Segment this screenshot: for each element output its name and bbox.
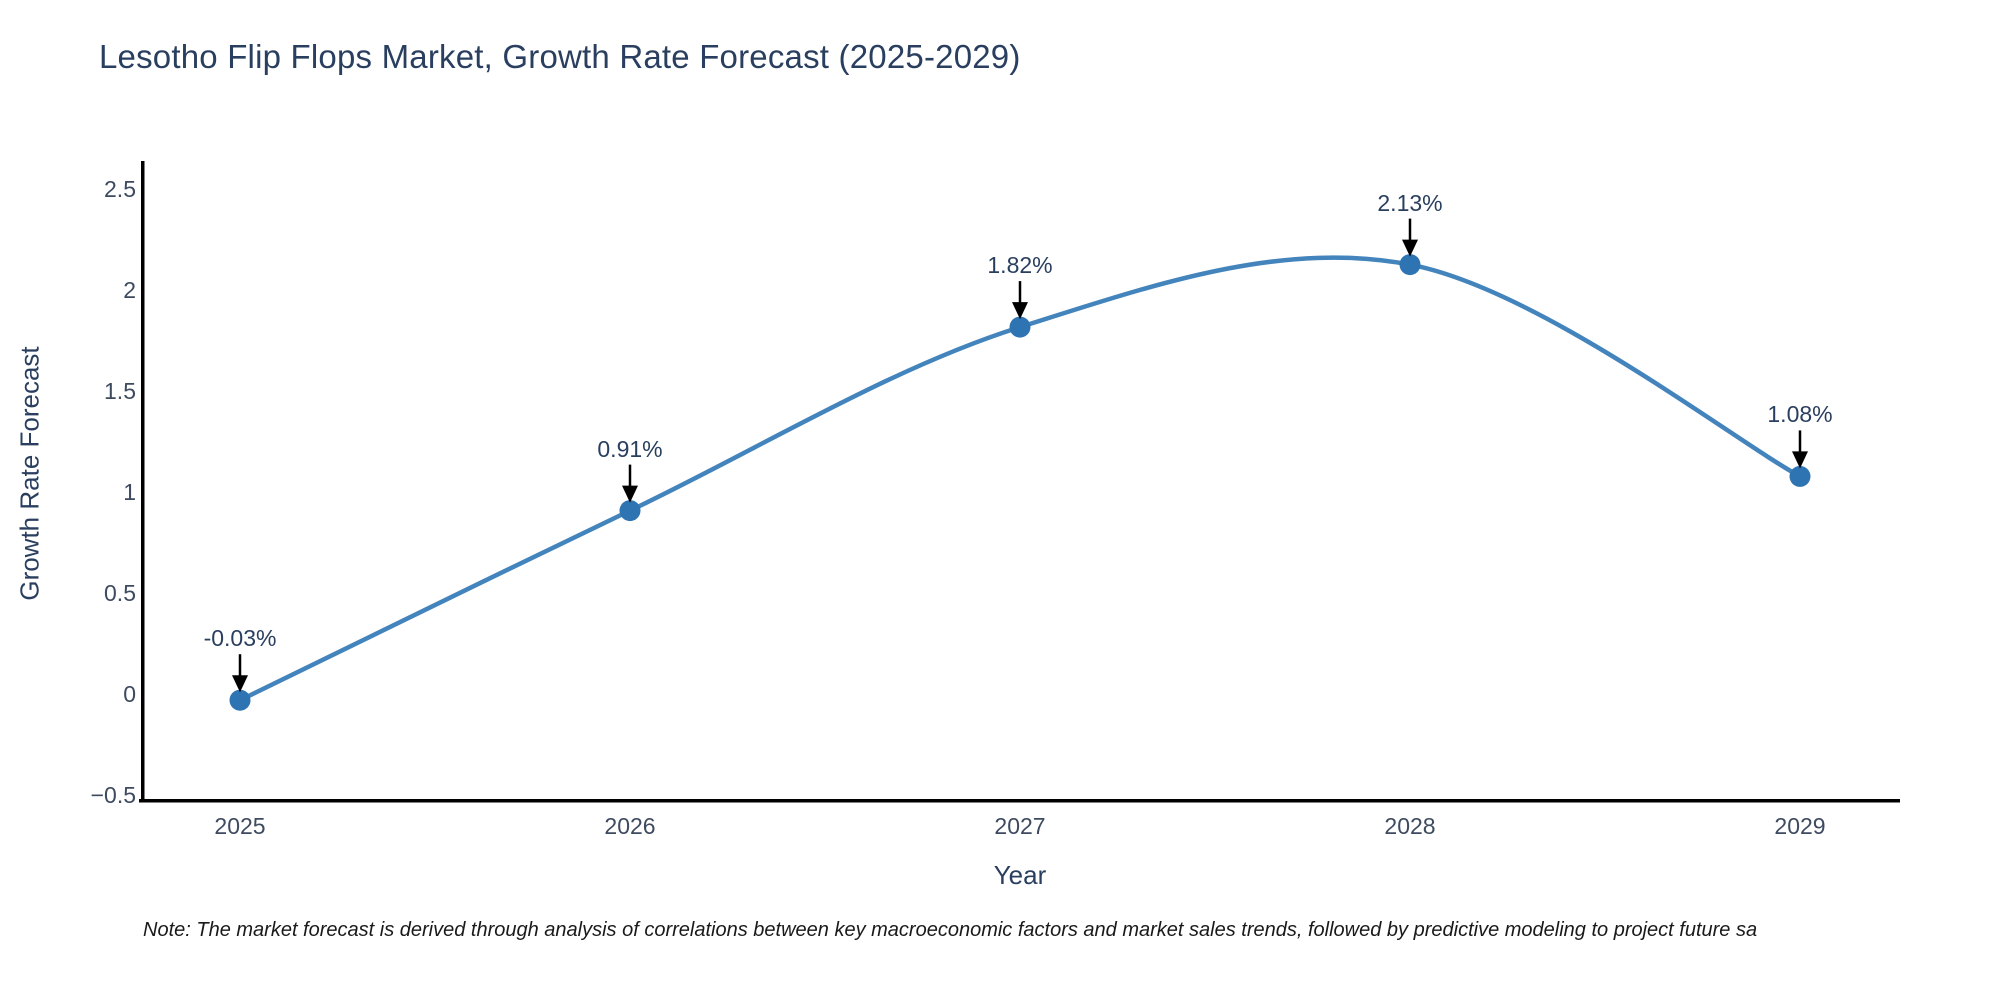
chart-title: Lesotho Flip Flops Market, Growth Rate F…	[99, 38, 1021, 75]
data-point-2025	[229, 689, 251, 711]
point-value-label: 0.91%	[597, 436, 663, 462]
y-tick-label: 0	[123, 681, 136, 707]
y-tick-label: −0.5	[90, 782, 136, 808]
data-point-2026	[619, 500, 641, 522]
annotation-arrowhead-icon	[232, 675, 248, 693]
point-value-label: -0.03%	[203, 625, 277, 651]
y-tick-label: 2.5	[104, 176, 136, 202]
x-tick-label: 2027	[994, 813, 1046, 839]
x-tick-label: 2026	[604, 813, 656, 839]
point-value-label: 1.08%	[1767, 401, 1833, 427]
y-axis-line	[141, 161, 145, 802]
data-point-2029	[1789, 465, 1811, 487]
point-value-label: 1.82%	[987, 252, 1053, 278]
annotation-arrowhead-icon	[1012, 302, 1028, 320]
y-tick-label: 1.5	[104, 378, 136, 404]
footnote: Note: The market forecast is derived thr…	[143, 919, 1758, 941]
annotation-arrowhead-icon	[1402, 239, 1418, 257]
y-tick-label: 2	[123, 277, 136, 303]
y-tick-label: 0.5	[104, 580, 136, 606]
annotation-arrowhead-icon	[622, 485, 638, 503]
annotation-arrowhead-icon	[1792, 451, 1808, 469]
x-axis-title: Year	[993, 860, 1047, 890]
data-point-2028	[1399, 254, 1421, 276]
x-tick-label: 2025	[214, 813, 266, 839]
x-tick-label: 2028	[1384, 813, 1436, 839]
x-axis-line	[139, 799, 1900, 803]
data-point-2027	[1009, 316, 1031, 338]
point-value-label: 2.13%	[1377, 190, 1443, 216]
x-tick-label: 2029	[1774, 813, 1826, 839]
y-tick-label: 1	[123, 479, 136, 505]
